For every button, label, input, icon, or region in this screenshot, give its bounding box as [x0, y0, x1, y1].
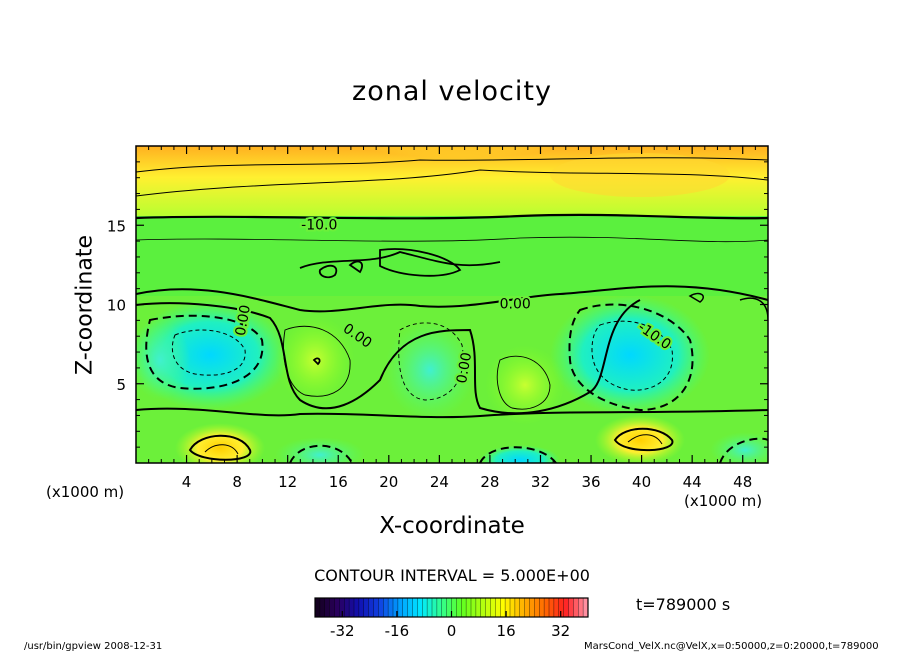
colorbar-tick-label: -32 [330, 622, 355, 640]
colorbar: -32 -16 0 16 32 [314, 597, 589, 640]
colorbar-cell [324, 598, 330, 617]
colorbar-cell [407, 598, 413, 617]
colorbar-cell [393, 598, 399, 617]
colorbar-cell [388, 598, 394, 617]
colorbar-cell [563, 598, 569, 617]
colorbar-cell [505, 598, 511, 617]
colorbar-cell [544, 598, 550, 617]
x-tick-label: 8 [232, 473, 242, 491]
x-tick-label: 44 [683, 473, 702, 491]
colorbar-cell [315, 598, 321, 617]
velocity-field: -10.00.000.00 0.000.00-10.0 [136, 146, 768, 463]
x-tick-label: 24 [430, 473, 449, 491]
colorbar-cell [558, 598, 564, 617]
colorbar-cell [329, 598, 335, 617]
colorbar-tick-label: 32 [551, 622, 570, 640]
colorbar-cell [568, 598, 574, 617]
colorbar-cell [363, 598, 369, 617]
x-tick-label: 12 [278, 473, 297, 491]
colorbar-cell [461, 598, 467, 617]
colorbar-cell [466, 598, 472, 617]
x-axis: 4 8 12 16 20 24 28 32 36 40 44 48 [148, 146, 756, 491]
colorbar-cell [529, 598, 535, 617]
time-label: t=789000 s [636, 595, 731, 614]
colorbar-cell [495, 598, 501, 617]
colorbar-tick-label: 0 [447, 622, 457, 640]
x-unit-label-left: (x1000 m) [46, 483, 125, 501]
colorbar-cell [402, 598, 408, 617]
colorbar-cell [441, 598, 447, 617]
colorbar-cell [378, 598, 384, 617]
contour-interval-label: CONTOUR INTERVAL = 5.000E+00 [314, 566, 590, 585]
colorbar-cell [524, 598, 530, 617]
colorbar-cell [490, 598, 496, 617]
colorbar-cell [573, 598, 579, 617]
colorbar-cell [344, 598, 350, 617]
colorbar-cell [500, 598, 506, 617]
x-unit-label-right: (x1000 m) [684, 492, 763, 510]
colorbar-cell [397, 598, 404, 617]
colorbar-cell [432, 598, 438, 617]
colorbar-cell [549, 598, 555, 617]
contour-label: 0.00 [500, 297, 531, 313]
colorbar-cell [519, 598, 525, 617]
x-tick-label: 32 [531, 473, 550, 491]
x-tick-label: 36 [581, 473, 600, 491]
colorbar-cell [436, 598, 443, 617]
y-axis: 5 10 15 [107, 161, 768, 448]
colorbar-cell [349, 598, 355, 617]
y-tick-label: 10 [107, 297, 126, 315]
colorbar-cell [319, 598, 326, 617]
x-tick-label: 28 [480, 473, 499, 491]
colorbar-tick-label: 16 [497, 622, 516, 640]
chart-title: zonal velocity [352, 76, 552, 107]
colorbar-cell [578, 598, 584, 617]
colorbar-cell [514, 598, 521, 617]
colorbar-cell [354, 598, 360, 617]
x-tick-label: 40 [632, 473, 651, 491]
footer-right-text: MarsCond_VelX.nc@VelX,x=0:50000,z=0:2000… [584, 641, 879, 652]
colorbar-cell [446, 598, 452, 617]
colorbar-cell [471, 598, 477, 617]
colorbar-cell [485, 598, 491, 617]
y-tick-label: 15 [107, 217, 126, 235]
contour-label: -10.0 [301, 217, 337, 233]
colorbar-cell [583, 598, 589, 617]
x-axis-label: X-coordinate [379, 513, 525, 539]
colorbar-cell [480, 598, 486, 617]
colorbar-cell [427, 598, 433, 617]
footer-left-text: /usr/bin/gpview 2008-12-31 [24, 641, 163, 652]
y-tick-label: 5 [116, 376, 126, 394]
colorbar-cell [539, 598, 545, 617]
colorbar-cell [339, 598, 345, 617]
x-tick-label: 4 [182, 473, 192, 491]
colorbar-cell [422, 598, 428, 617]
colorbar-cell [534, 598, 540, 617]
x-tick-label: 16 [329, 473, 348, 491]
colorbar-cell [412, 598, 418, 617]
colorbar-cell [553, 598, 560, 617]
colorbar-cell [368, 598, 374, 617]
x-tick-label: 48 [733, 473, 752, 491]
colorbar-cell [334, 598, 340, 617]
x-tick-label: 20 [379, 473, 398, 491]
colorbar-cell [451, 598, 457, 617]
colorbar-cell [373, 598, 379, 617]
colorbar-cell [475, 598, 482, 617]
colorbar-tick-label: -16 [385, 622, 410, 640]
colorbar-cell [456, 598, 462, 617]
colorbar-cell [417, 598, 423, 617]
colorbar-cell [358, 598, 365, 617]
colorbar-cell [383, 598, 389, 617]
colorbar-cell [510, 598, 516, 617]
